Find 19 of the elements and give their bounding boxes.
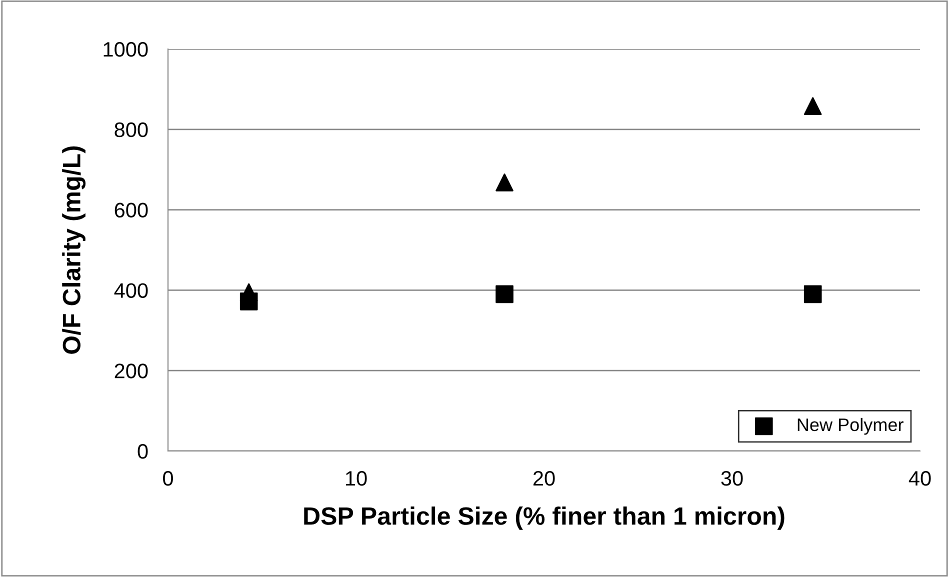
x-tick-label: 0 (163, 470, 173, 486)
y-axis-title: O/F Clarity (mg/L) (62, 146, 86, 354)
y-tick-label: 1000 (104, 42, 148, 57)
y-tick-label: 0 (138, 444, 148, 459)
point (496, 285, 514, 304)
point (804, 97, 822, 115)
y-tick-label: 200 (114, 364, 148, 378)
y-tick-label: 400 (114, 283, 148, 298)
point (496, 174, 514, 192)
x-tick-label: 40 (908, 470, 931, 486)
x-tick-label: 10 (346, 470, 367, 486)
y-tick-label: 800 (114, 122, 148, 138)
x-tick-label: 30 (721, 470, 743, 486)
x-axis-title: DSP Particle Size (% finer than 1 micron) (304, 506, 784, 530)
y-tick-label: 600 (114, 202, 148, 218)
x-tick-label: 20 (533, 470, 555, 486)
point (240, 283, 258, 302)
legend-label: New Polymer (798, 418, 904, 435)
point (804, 285, 822, 304)
